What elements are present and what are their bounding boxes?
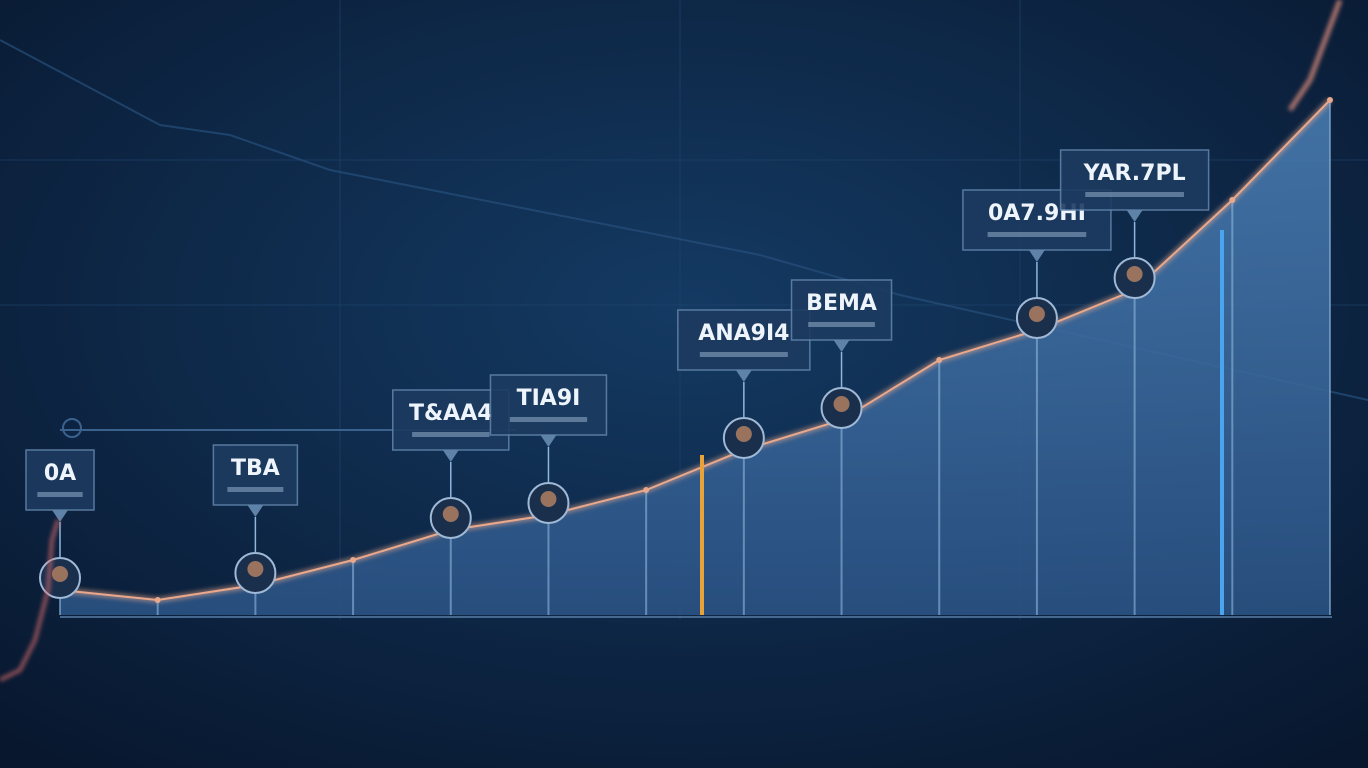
callout-label: ANA9I4 [698,321,789,346]
callout-subline [1085,192,1184,197]
callout-box [212,444,299,506]
callout-label: BEMA [806,291,877,316]
edge-trace [0,519,60,682]
avatar-face [833,396,850,412]
avatar-face [540,491,557,507]
callout-subline [509,417,588,422]
callout-label: T&AA4 [409,401,493,426]
point [936,357,943,363]
point [154,597,161,603]
callout-box [392,389,510,451]
callout-box [1059,149,1210,211]
callout-pointer [442,450,459,462]
callout-subline [699,352,788,357]
callout-pointer [52,510,68,522]
point [350,557,357,563]
callout-subline [412,432,490,437]
callout-subline [37,492,83,497]
callout-label: YAR.7PL [1083,161,1186,186]
avatar-face [247,561,264,577]
background-trend [0,39,1368,401]
point [1229,197,1236,203]
callout-pointer [735,370,752,382]
callout-pointer [540,435,557,447]
area [60,100,1330,615]
reference-marker [62,418,82,438]
callout-subline [808,322,875,327]
callout-pointer [247,505,264,517]
avatar-face [1126,266,1143,282]
callout-label: 0A [44,461,76,486]
callout-label: TIA9I [517,386,581,411]
avatar-face [52,566,68,582]
callout-pointer [1028,250,1045,262]
point [1327,97,1333,103]
callout-subline [227,487,284,492]
callout-pointer [1126,210,1143,222]
avatar-face [735,426,752,442]
callout-box [677,309,811,371]
callout-pointer [833,340,850,352]
edge-trace [1287,0,1343,112]
point [643,487,650,493]
avatar-face [442,506,459,522]
callout-subline [987,232,1087,237]
avatar-face [1028,306,1045,322]
callout-label: TBA [231,456,280,481]
